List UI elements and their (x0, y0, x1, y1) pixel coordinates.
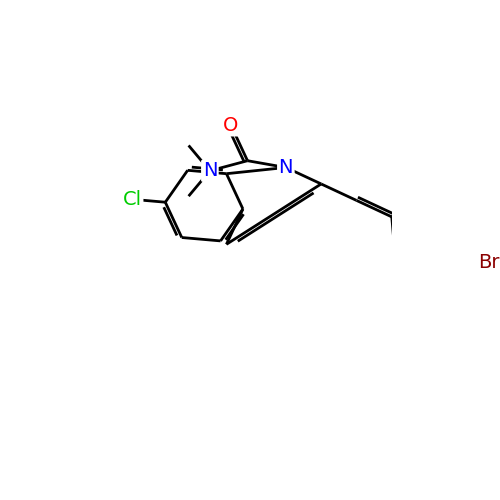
Text: N: N (278, 158, 293, 177)
Text: O: O (224, 116, 238, 135)
Text: Br: Br (478, 252, 500, 272)
Text: Cl: Cl (123, 190, 142, 209)
Text: N: N (202, 162, 217, 180)
